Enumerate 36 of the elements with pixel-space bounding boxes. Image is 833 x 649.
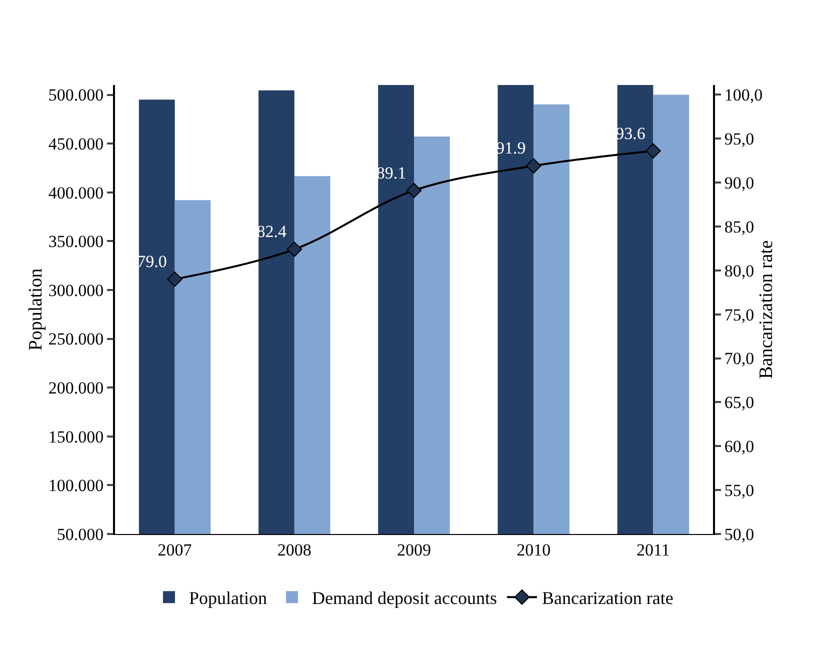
x-tick-label: 2011 (636, 540, 670, 560)
y-tick-label: 150.000 (48, 427, 104, 446)
y2-tick-label: 65,0 (724, 393, 754, 412)
y-tick-label: 350.000 (48, 232, 104, 252)
y2-tick-label: 80,0 (724, 261, 754, 280)
x-tick-label: 2007 (158, 540, 192, 560)
y-tick-label: 500.000 (48, 86, 104, 105)
y2-tick-label: 85,0 (724, 217, 754, 236)
y2-tick-label: 70,0 (724, 349, 754, 368)
y-tick-label: 300.000 (48, 280, 104, 300)
legend-label: Population (189, 588, 268, 608)
y2-tick-label: 75,0 (724, 305, 754, 324)
point (286, 242, 302, 257)
x-tick-label: 2010 (516, 540, 551, 560)
y-tick-label: 200.000 (48, 378, 104, 398)
y-tick-label: 100.000 (48, 476, 104, 496)
point (406, 182, 422, 198)
point (526, 158, 542, 174)
legend-label: Demand deposit accounts (312, 588, 497, 608)
y-tick-label: 50.000 (56, 524, 104, 544)
y2-tick-label: 90,0 (724, 173, 754, 192)
y-tick-label: 400.000 (48, 183, 104, 202)
x-tick-label: 2008 (277, 540, 312, 560)
y-axis-title: Population (25, 268, 46, 351)
legend-label: Bancarization rate (542, 588, 674, 608)
x-tick-label: 2009 (397, 540, 431, 560)
y-tick-label: 450.000 (48, 134, 104, 154)
y2-tick-label: 100,0 (724, 86, 763, 105)
y2-tick-label: 50,0 (724, 524, 754, 544)
y2-tick-label: 60,0 (724, 437, 754, 456)
y2-tick-label: 95,0 (724, 130, 754, 149)
y-tick-label: 250.000 (48, 330, 104, 349)
point (167, 272, 182, 287)
point (646, 143, 661, 159)
y2-tick-label: 55,0 (724, 481, 754, 500)
y2-axis-title: Bancarization rate (756, 240, 778, 379)
